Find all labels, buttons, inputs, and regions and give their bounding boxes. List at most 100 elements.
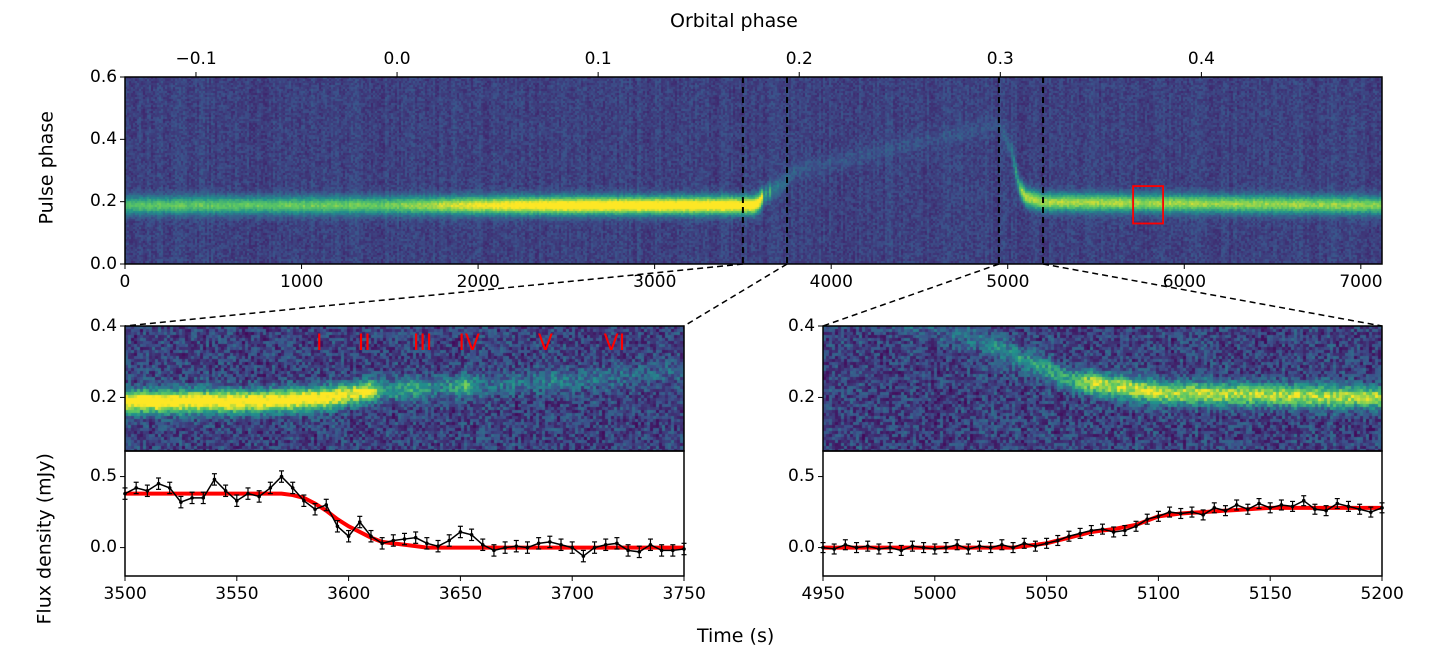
data-point	[447, 538, 452, 543]
data-point	[1156, 514, 1161, 519]
data-point	[648, 542, 653, 547]
x-tick-label: 3000	[633, 272, 677, 292]
data-point	[1324, 508, 1328, 513]
x-tick-label: 3700	[550, 584, 594, 604]
data-point	[480, 542, 485, 547]
data-point	[1044, 541, 1049, 546]
x-tick-label: 3650	[438, 584, 483, 604]
data-point	[1111, 530, 1116, 534]
top-ylabel: Pulse phase	[35, 111, 58, 225]
data-point	[1078, 531, 1082, 536]
data-point	[1201, 513, 1205, 517]
data-point	[357, 520, 362, 524]
x-tick-label: 3500	[103, 584, 147, 604]
data-point	[1279, 503, 1284, 507]
data-point	[977, 544, 982, 548]
x-tick-label: 5150	[1248, 584, 1292, 604]
data-point	[134, 486, 138, 490]
x-tick-label: 5100	[1136, 584, 1181, 604]
data-point	[1089, 528, 1094, 533]
x-tick-label: 4950	[801, 584, 845, 604]
y-tick-label: 0.6	[90, 66, 118, 87]
data-point	[1167, 510, 1172, 514]
data-point	[369, 534, 373, 539]
top-x-tick-label: 0.0	[383, 49, 411, 69]
data-point	[257, 494, 261, 499]
highlight-box	[1132, 185, 1164, 225]
top-x-tick-label: −0.1	[175, 49, 217, 69]
x-tick-label: 2000	[456, 272, 500, 292]
data-point	[425, 541, 429, 546]
panel-frame-3	[822, 325, 1383, 452]
x-tick-label: 5200	[1360, 584, 1404, 604]
data-point	[1369, 510, 1373, 514]
data-point	[1290, 504, 1295, 509]
data-point	[246, 491, 250, 496]
zoom-connector-line	[124, 263, 743, 327]
x-tick-label: 3550	[215, 584, 259, 604]
data-point	[877, 547, 881, 551]
panel-frame-4	[822, 450, 1383, 577]
data-point	[525, 545, 530, 550]
data-point	[910, 544, 915, 548]
event-label-I: I	[316, 331, 323, 356]
data-point	[832, 547, 836, 551]
x-tick-label: 5000	[986, 272, 1030, 292]
data-point	[413, 535, 418, 540]
data-point	[821, 545, 825, 550]
data-point	[899, 548, 904, 553]
data-point	[1335, 501, 1340, 506]
data-point	[682, 547, 686, 551]
y-tick-label: 0.4	[90, 128, 118, 149]
data-point	[1134, 524, 1138, 529]
data-point	[933, 547, 937, 551]
data-point	[335, 524, 340, 529]
y-tick-label: 0.5	[788, 466, 816, 487]
data-point	[179, 500, 183, 504]
data-point	[548, 540, 552, 544]
data-point	[1178, 511, 1183, 516]
x-tick-label: 0	[119, 272, 131, 292]
data-point	[1011, 545, 1015, 550]
x-tick-label: 5000	[913, 584, 957, 604]
data-point	[380, 541, 384, 546]
data-point	[1100, 527, 1105, 531]
data-point	[1268, 506, 1272, 510]
overview-heatmap	[125, 77, 1382, 264]
x-tick-label: 7000	[1339, 272, 1383, 292]
data-point	[559, 542, 563, 547]
data-point	[1123, 528, 1127, 533]
data-point	[626, 548, 630, 553]
data-point	[865, 544, 870, 548]
data-point	[944, 545, 948, 550]
data-point	[1223, 508, 1228, 513]
data-point	[279, 474, 284, 479]
panel-frame-1	[124, 325, 685, 452]
data-point	[514, 544, 519, 548]
data-point	[123, 491, 127, 496]
data-point	[603, 542, 608, 547]
top-x-tick-label: 0.3	[986, 49, 1014, 69]
data-point	[290, 486, 295, 490]
data-point	[659, 548, 664, 553]
x-tick-label: 4000	[809, 272, 853, 292]
zoom-connector-line	[1042, 263, 1383, 327]
zoom-connector-line	[822, 263, 1000, 327]
top-x-tick-label: 0.4	[1187, 49, 1215, 69]
data-point	[145, 488, 150, 493]
y-tick-label: 0.5	[90, 466, 118, 487]
data-point	[1246, 507, 1250, 512]
data-point	[1033, 544, 1038, 548]
x-tick-label: 3600	[327, 584, 371, 604]
event-label-IV: IV	[458, 331, 480, 356]
data-point	[201, 496, 206, 500]
data-point	[156, 481, 161, 486]
zoom-connector-line	[683, 263, 788, 327]
data-point	[313, 507, 317, 512]
data-point	[212, 477, 217, 482]
data-point	[1257, 501, 1261, 506]
data-point	[888, 545, 892, 550]
event-label-V: V	[537, 331, 553, 356]
data-point	[503, 545, 507, 550]
